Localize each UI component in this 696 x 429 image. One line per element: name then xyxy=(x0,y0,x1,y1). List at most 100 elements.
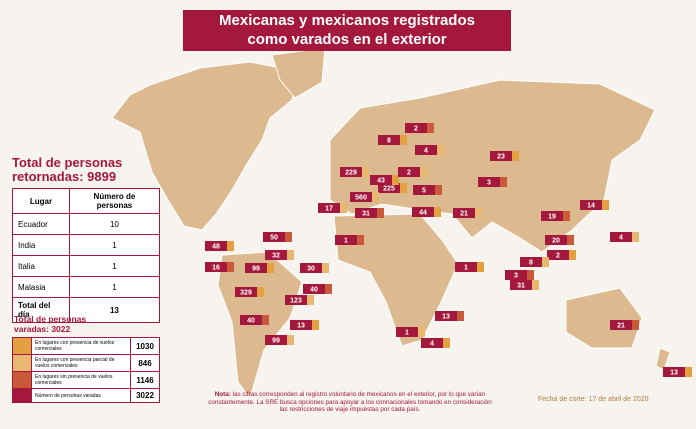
marker-icon xyxy=(420,167,427,177)
marker: 21 xyxy=(453,208,482,218)
marker-label: 329 xyxy=(240,290,252,297)
marker: 32 xyxy=(265,250,294,260)
marker-box xyxy=(545,235,567,245)
table-row: India 1 xyxy=(12,234,161,256)
marker-box xyxy=(505,270,527,280)
marker: 4 xyxy=(610,232,639,242)
marker: 225 xyxy=(378,183,407,193)
marker-box xyxy=(378,135,400,145)
marker-icon xyxy=(512,151,519,161)
marker-icon xyxy=(434,207,441,217)
table-cell: 10 xyxy=(68,213,161,235)
marker-label: 40 xyxy=(247,318,255,325)
legend-text: En lugares con presencia parcial de vuel… xyxy=(31,354,131,372)
marker-icon xyxy=(285,232,292,242)
marker-label: 1 xyxy=(405,330,409,337)
marker: 13 xyxy=(290,320,319,330)
marker-label: 31 xyxy=(362,211,370,218)
marker-box xyxy=(265,250,287,260)
legend-value: 846 xyxy=(130,354,160,372)
marker-label: 99 xyxy=(252,266,260,273)
marker-label: 19 xyxy=(548,214,556,221)
marker-box xyxy=(205,262,227,272)
marker: 4 xyxy=(415,145,444,155)
australia xyxy=(565,287,643,349)
marker-label: 123 xyxy=(290,298,302,305)
marker-label: 13 xyxy=(297,323,305,330)
legend-row: Número de personas varadas 3022 xyxy=(12,388,160,403)
marker: 50 xyxy=(263,232,292,242)
marker-icon xyxy=(475,208,482,218)
marker-box xyxy=(398,167,420,177)
note-line: las restricciones de viaje impuestas por… xyxy=(279,406,421,413)
title-line: Total de personas xyxy=(14,314,87,324)
marker: 2 xyxy=(405,123,434,133)
marker-icon xyxy=(227,241,234,251)
marker: 99 xyxy=(265,335,294,345)
table-cell: India xyxy=(12,234,70,256)
marker-label: 3 xyxy=(514,273,518,280)
marker-label: 50 xyxy=(270,235,278,242)
marker-label: 13 xyxy=(442,314,450,321)
marker-icon xyxy=(325,284,332,294)
cutoff-date: Fecha de corte: 17 de abril de 2020 xyxy=(538,396,649,403)
marker-icon xyxy=(443,338,450,348)
retornadas-title: Total de personas retornadas: 9899 xyxy=(12,156,122,184)
marker-label: 4 xyxy=(619,235,623,242)
legend-text: En lugares con presencia de vuelos comer… xyxy=(31,337,131,355)
marker: 8 xyxy=(520,257,549,267)
marker-icon xyxy=(567,235,574,245)
marker-icon xyxy=(435,185,442,195)
marker-label: 5 xyxy=(422,188,426,195)
marker-icon xyxy=(357,235,364,245)
marker-box xyxy=(290,320,312,330)
marker-icon xyxy=(632,320,639,330)
marker-icon xyxy=(477,262,484,272)
marker-box xyxy=(415,145,437,155)
marker-icon xyxy=(312,320,319,330)
legend-icon xyxy=(12,371,32,389)
table-cell: 1 xyxy=(68,255,161,277)
marker-label: 8 xyxy=(387,138,391,145)
marker: 8 xyxy=(378,135,407,145)
marker: 31 xyxy=(355,208,384,218)
marker: 123 xyxy=(285,295,314,305)
marker-icon xyxy=(287,335,294,345)
marker: 3 xyxy=(505,270,534,280)
marker-icon xyxy=(602,200,609,210)
marker-label: 21 xyxy=(460,211,468,218)
marker-icon xyxy=(227,262,234,272)
table-row: Total del día 13 xyxy=(12,297,161,323)
marker: 40 xyxy=(303,284,332,294)
marker-box xyxy=(580,200,602,210)
marker: 20 xyxy=(545,235,574,245)
marker-label: 40 xyxy=(310,287,318,294)
marker-icon xyxy=(418,327,425,337)
marker: 2 xyxy=(547,250,576,260)
marker-box xyxy=(378,183,400,193)
marker-box xyxy=(285,295,307,305)
marker-label: 2 xyxy=(556,253,560,260)
marker: 48 xyxy=(205,241,234,251)
legend-value: 3022 xyxy=(130,388,160,403)
marker: 31 xyxy=(510,280,539,290)
marker-box xyxy=(396,327,418,337)
marker-box xyxy=(663,367,685,377)
marker-label: 23 xyxy=(497,154,505,161)
marker-icon xyxy=(392,175,399,185)
marker-icon xyxy=(362,167,369,177)
table-row: Ecuador 10 xyxy=(12,213,161,235)
table-cell: Total del día xyxy=(12,297,70,323)
marker: 14 xyxy=(580,200,609,210)
marker-box xyxy=(541,211,563,221)
marker: 1 xyxy=(335,235,364,245)
marker-label: 99 xyxy=(272,338,280,345)
note-label: Nota: xyxy=(214,391,231,398)
marker-label: 4 xyxy=(430,341,434,348)
marker-icon xyxy=(532,280,539,290)
marker-box xyxy=(245,263,267,273)
marker-box xyxy=(303,284,325,294)
marker-label: 560 xyxy=(355,195,367,202)
title-banner: Mexicanas y mexicanos registrados como v… xyxy=(183,10,511,51)
